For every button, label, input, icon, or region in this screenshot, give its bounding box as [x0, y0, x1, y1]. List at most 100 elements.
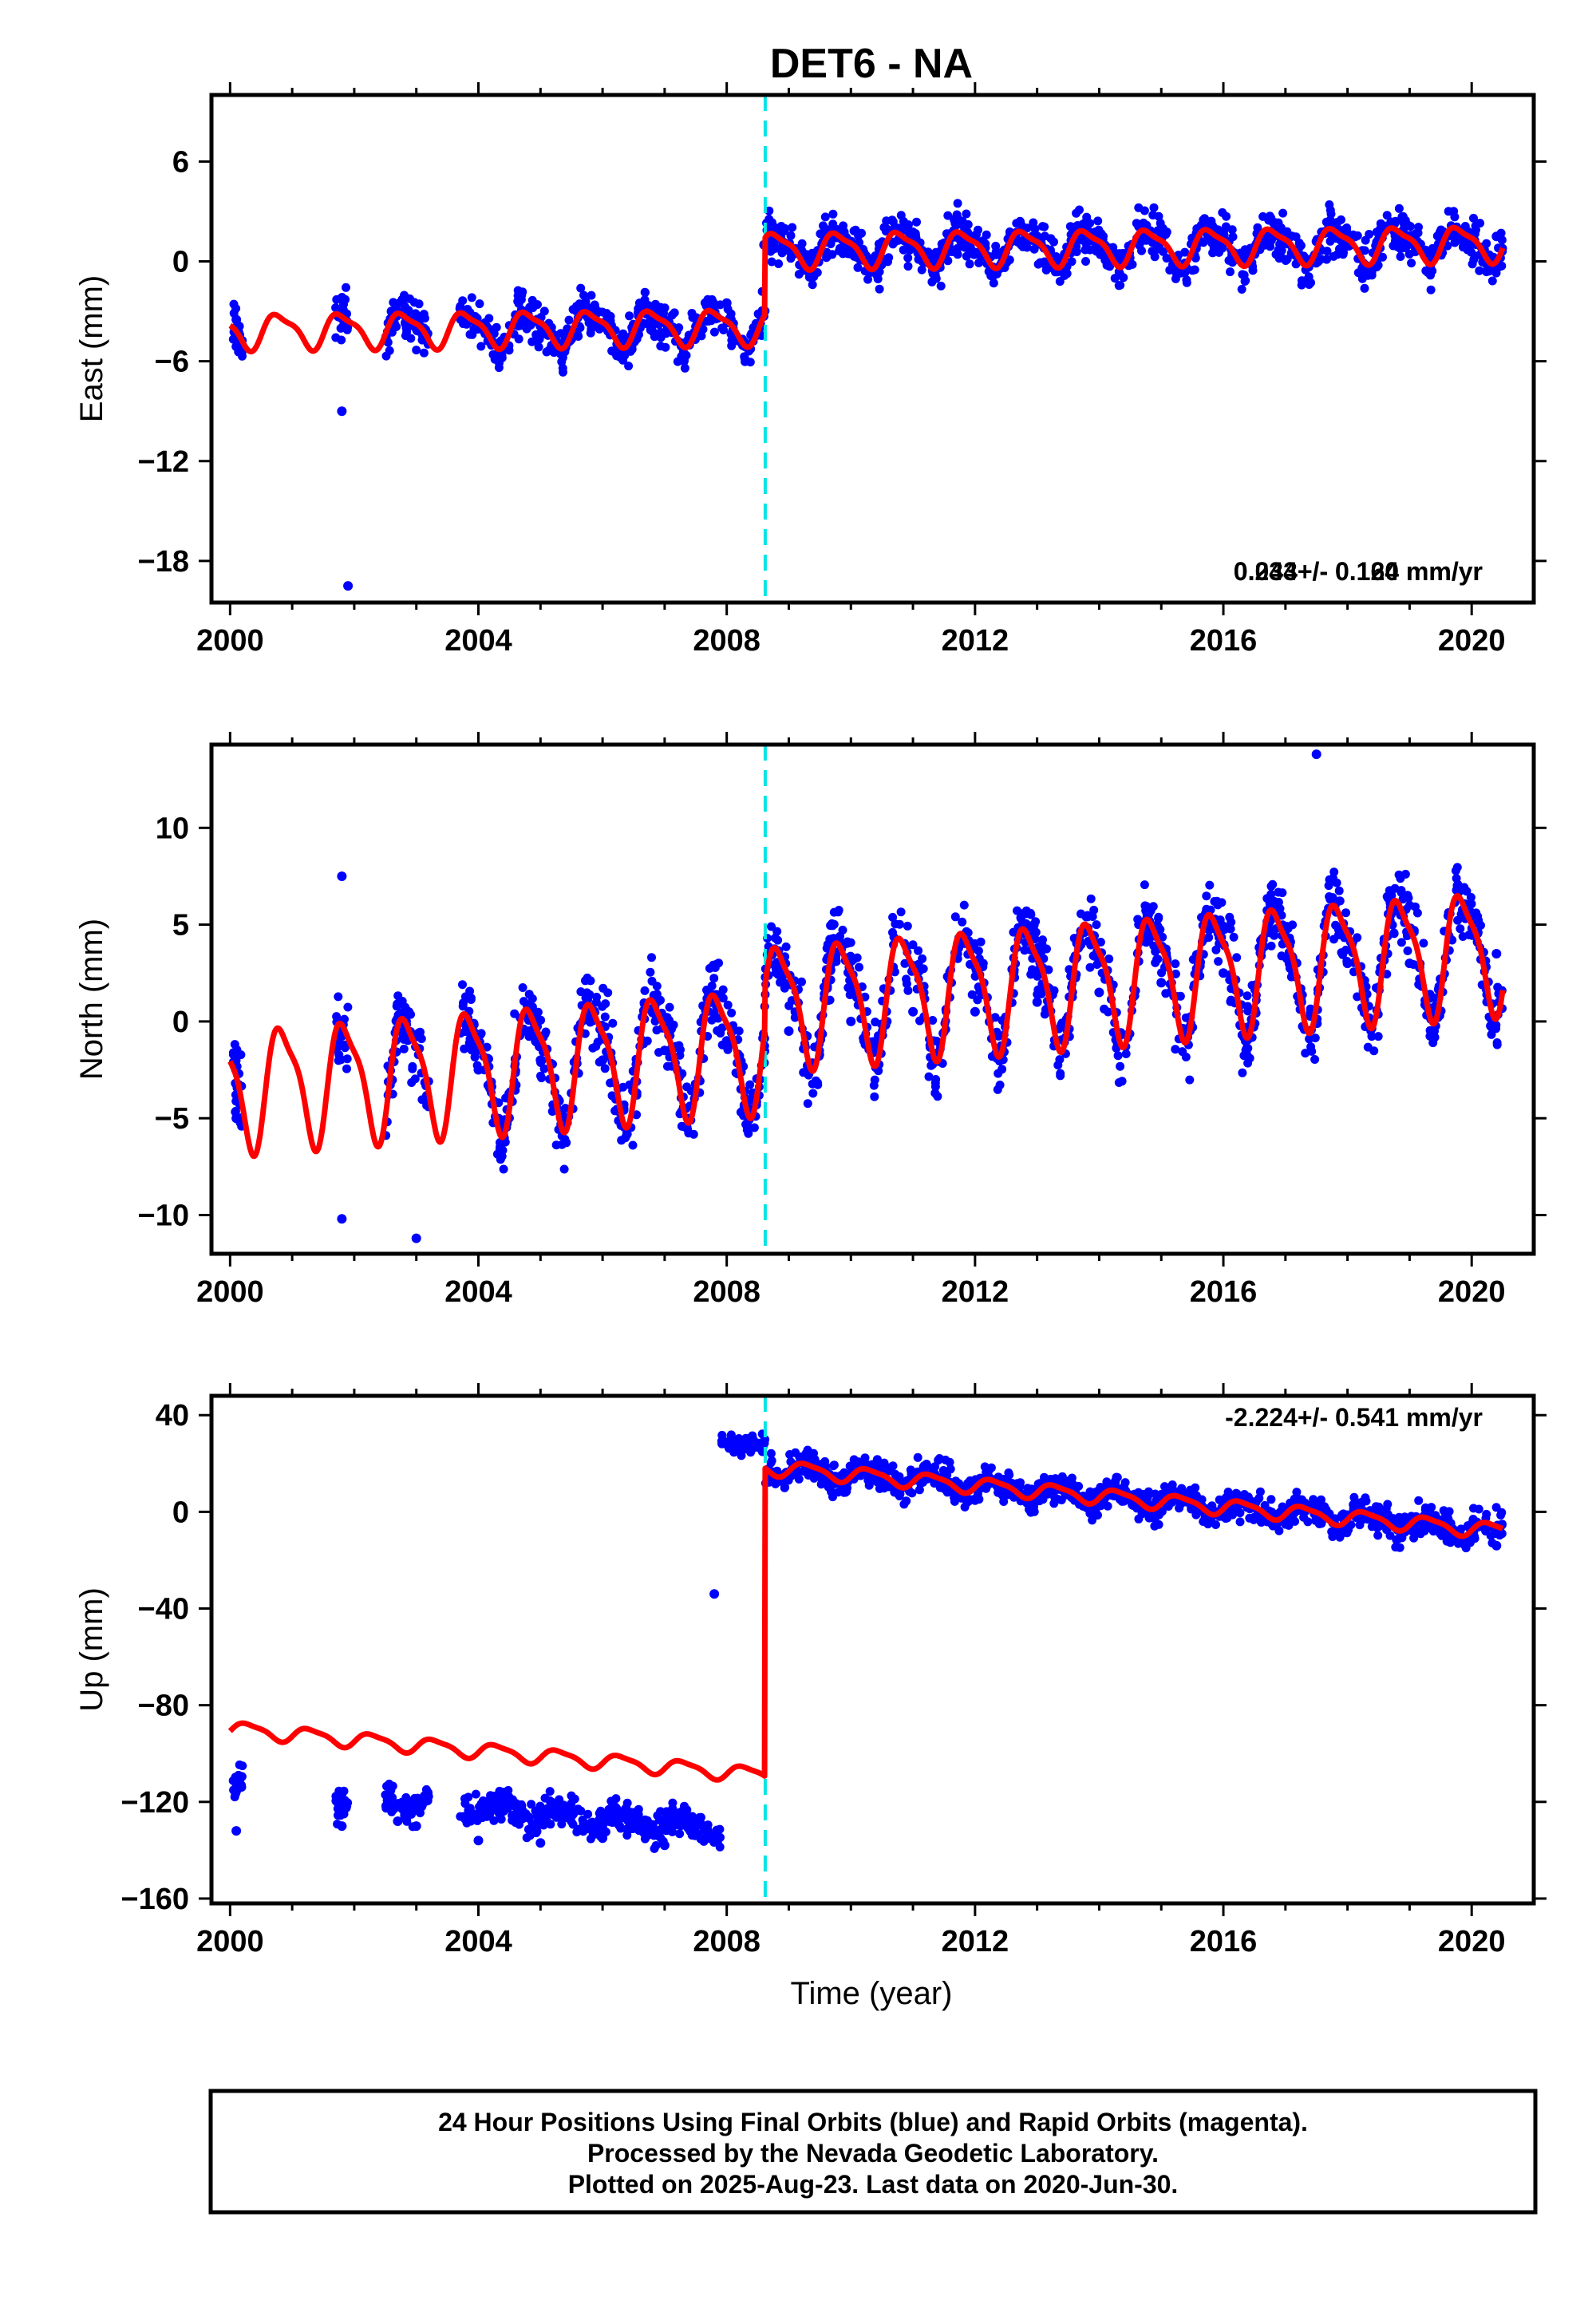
data-point [533, 1007, 543, 1017]
data-point [477, 1808, 487, 1817]
data-point [936, 281, 946, 290]
data-point [962, 209, 971, 219]
data-point [411, 1233, 421, 1243]
data-point [1398, 211, 1408, 221]
data-point [625, 311, 634, 321]
data-point [1303, 1517, 1313, 1527]
data-point [535, 1055, 546, 1065]
data-point [1394, 204, 1404, 213]
data-point [1266, 213, 1276, 223]
data-point [334, 992, 343, 1002]
data-point [1444, 1507, 1454, 1516]
data-point [719, 326, 729, 334]
data-point [416, 1801, 425, 1811]
data-point [648, 327, 658, 337]
data-point [397, 997, 407, 1006]
y-tick-label: 0 [172, 246, 189, 279]
data-point [1465, 1538, 1475, 1547]
data-point [716, 1029, 725, 1038]
data-point [567, 1791, 576, 1800]
data-point [863, 275, 872, 284]
y-tick-label: −18 [138, 545, 189, 579]
data-point [343, 322, 353, 332]
data-point [1497, 1529, 1507, 1539]
data-point [908, 1006, 918, 1017]
data-point [1337, 948, 1346, 958]
data-point [1452, 863, 1462, 872]
data-point [1081, 257, 1090, 266]
x-tick-label: 2004 [444, 1275, 512, 1309]
data-point [1266, 882, 1276, 891]
data-point [1243, 1058, 1253, 1068]
data-point [836, 931, 844, 941]
data-point [615, 353, 625, 362]
data-point [1113, 1051, 1123, 1061]
data-point [1492, 1038, 1502, 1047]
data-point [655, 328, 665, 338]
data-point [1373, 1032, 1383, 1041]
data-point [1243, 1002, 1252, 1011]
data-point [896, 223, 906, 233]
data-point [558, 1812, 567, 1822]
data-point [896, 907, 906, 917]
data-point [559, 367, 567, 377]
data-point [334, 1050, 344, 1060]
data-point [407, 1805, 417, 1814]
data-point [419, 348, 429, 358]
data-point [1310, 1055, 1320, 1064]
data-point [723, 1000, 733, 1010]
data-point [776, 978, 784, 987]
velocity-label: 0.244+/- 0.164 mm/yr [1234, 557, 1483, 586]
data-point [1211, 945, 1221, 954]
data-point [337, 871, 347, 881]
data-point [581, 976, 590, 986]
data-point [1468, 259, 1477, 269]
data-point [1055, 277, 1065, 287]
data-point [1185, 1075, 1195, 1085]
data-point [342, 1064, 351, 1073]
data-point [888, 912, 898, 922]
data-point [1452, 874, 1461, 883]
data-point [508, 1795, 517, 1804]
data-point [1154, 1520, 1163, 1529]
data-point [727, 341, 737, 350]
data-point [976, 937, 986, 947]
data-point [558, 1804, 567, 1813]
data-point [408, 1061, 417, 1071]
data-point [517, 290, 527, 300]
data-point [974, 947, 983, 955]
data-point [1175, 1504, 1184, 1513]
data-point [1238, 270, 1247, 279]
data-point [630, 1817, 639, 1827]
data-point [1232, 953, 1242, 962]
data-point [412, 346, 421, 355]
data-point [601, 1809, 610, 1819]
data-point [606, 1796, 616, 1806]
data-point [459, 1812, 468, 1821]
data-point [539, 306, 549, 316]
data-point [235, 1760, 244, 1769]
data-point [828, 209, 838, 219]
data-point [551, 1140, 561, 1150]
data-point [545, 1796, 555, 1805]
x-tick-label: 2012 [942, 624, 1009, 658]
data-point [1072, 208, 1081, 218]
data-point [536, 1015, 546, 1025]
data-point [660, 303, 670, 313]
data-point [1235, 1517, 1245, 1527]
data-point [1067, 257, 1077, 267]
data-point [1487, 1030, 1496, 1039]
data-point [610, 1812, 619, 1821]
data-point [888, 927, 897, 937]
data-point [334, 1786, 344, 1796]
data-point [1373, 1531, 1383, 1540]
data-point [494, 363, 504, 373]
data-point [1040, 1010, 1049, 1019]
data-point [674, 1820, 684, 1830]
data-point [1086, 894, 1096, 903]
data-point [842, 1486, 851, 1496]
data-point [811, 1076, 820, 1085]
data-point [1325, 892, 1334, 901]
data-point [652, 990, 662, 999]
